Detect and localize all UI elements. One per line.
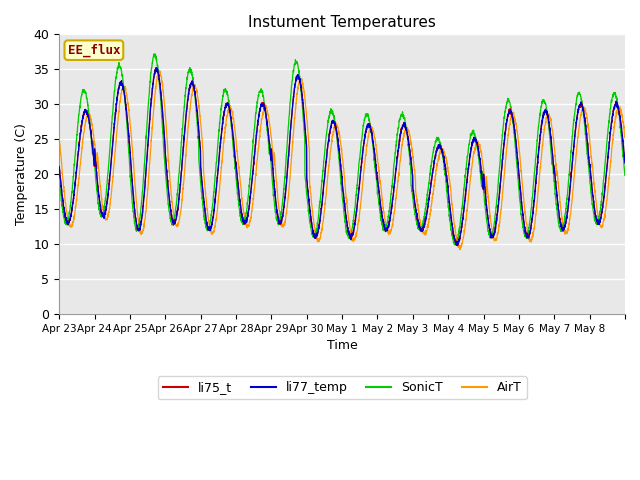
Text: EE_flux: EE_flux (68, 44, 120, 57)
Y-axis label: Temperature (C): Temperature (C) (15, 123, 28, 225)
Title: Instument Temperatures: Instument Temperatures (248, 15, 436, 30)
Legend: li75_t, li77_temp, SonicT, AirT: li75_t, li77_temp, SonicT, AirT (157, 376, 527, 399)
X-axis label: Time: Time (326, 339, 358, 352)
